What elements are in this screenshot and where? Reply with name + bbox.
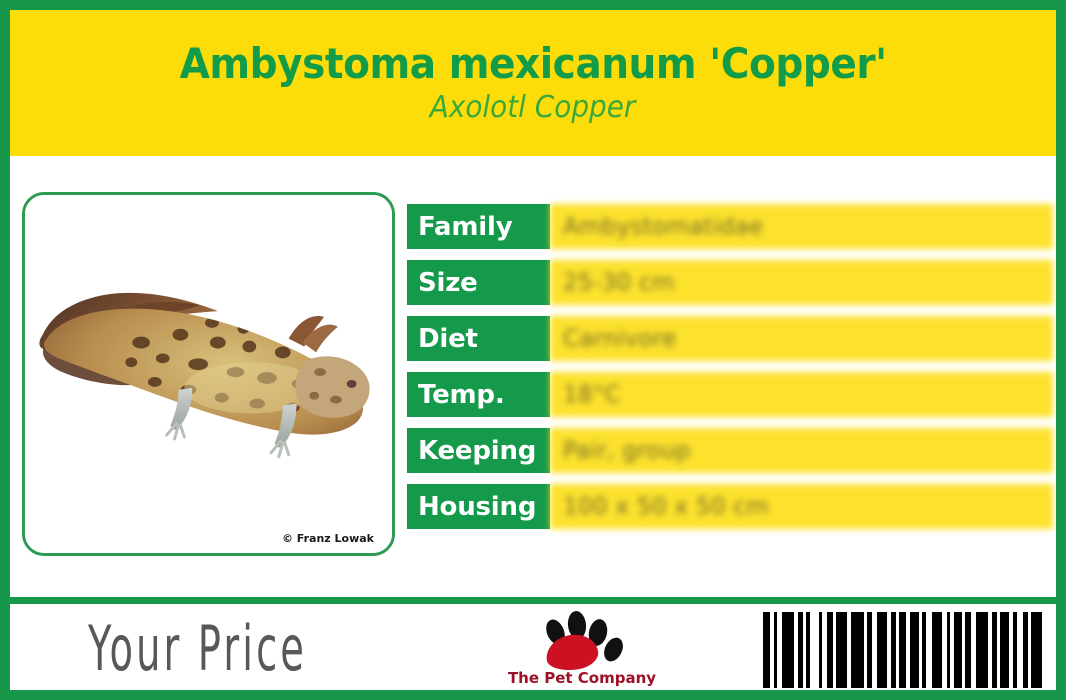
spec-key-diet: Diet: [407, 316, 550, 361]
barcode-bar: [891, 612, 897, 688]
price-label: Your Price: [88, 612, 308, 685]
barcode-bar: [925, 612, 932, 688]
barcode-bar: [996, 612, 1000, 688]
barcode-bar: [1028, 612, 1032, 688]
barcode-bar: [950, 612, 955, 688]
barcode-bar: [896, 612, 900, 688]
barcode-bar: [1017, 612, 1024, 688]
barcode-bar: [899, 612, 906, 688]
table-row: Housing 100 x 50 x 50 cm: [407, 484, 1053, 529]
barcode-bar: [803, 612, 807, 688]
barcode-bar: [872, 612, 878, 688]
table-row: Temp. 18°C: [407, 372, 1053, 417]
barcode-bar: [1009, 612, 1014, 688]
label-footer: Your Price The Pet Company: [10, 604, 1056, 690]
barcode-bar: [866, 612, 873, 688]
barcode-bar: [954, 612, 963, 688]
barcode-bar: [763, 612, 770, 688]
spec-value-diet: Carnivore: [550, 316, 1053, 361]
spec-key-size: Size: [407, 260, 550, 305]
barcode-bar: [810, 612, 820, 688]
spec-value-temp: 18°C: [550, 372, 1053, 417]
table-row: Diet Carnivore: [407, 316, 1053, 361]
barcode-bar: [991, 612, 997, 688]
barcode-bar: [822, 612, 828, 688]
spec-value-keeping: Pair, group: [550, 428, 1053, 473]
barcode-bar: [909, 612, 919, 688]
page-title: Ambystoma mexicanum 'Copper': [179, 39, 887, 89]
paw-print-icon: [535, 607, 629, 674]
barcode-bar: [1023, 612, 1029, 688]
specification-table: Family Ambystomatidae Size 25-30 cm Diet…: [407, 204, 1053, 529]
spec-key-housing: Housing: [407, 484, 550, 529]
barcode-bar: [921, 612, 926, 688]
barcode-bar: [846, 612, 851, 688]
barcode-bar: [947, 612, 951, 688]
label-header: Ambystoma mexicanum 'Copper' Axolotl Cop…: [10, 10, 1056, 156]
spec-key-family: Family: [407, 204, 550, 249]
barcode-bar: [819, 612, 823, 688]
barcode-bar: [962, 612, 966, 688]
axolotl-photo: [25, 195, 392, 553]
spec-value-family: Ambystomatidae: [550, 204, 1053, 249]
barcode-bar: [987, 612, 992, 688]
barcode-bar: [793, 612, 798, 688]
company-logo: The Pet Company: [507, 607, 657, 690]
barcode-bar: [781, 612, 794, 688]
table-row: Keeping Pair, group: [407, 428, 1053, 473]
barcode-bar: [806, 612, 811, 688]
barcode-bar: [1042, 612, 1046, 688]
barcode-bar: [877, 612, 888, 688]
barcode-bar: [975, 612, 988, 688]
spec-key-temp: Temp.: [407, 372, 550, 417]
common-name-subtitle: Axolotl Copper: [430, 90, 636, 126]
barcode-bar: [971, 612, 976, 688]
barcode-bar: [887, 612, 892, 688]
barcode-bar: [833, 612, 836, 688]
barcode-bar: [827, 612, 833, 688]
barcode-bar: [931, 612, 943, 688]
table-row: Size 25-30 cm: [407, 260, 1053, 305]
barcode-bar: [863, 612, 867, 688]
barcode-bar: [918, 612, 922, 688]
brand-name: The Pet Company: [507, 669, 657, 687]
spec-key-keeping: Keeping: [407, 428, 550, 473]
barcode-bar: [776, 612, 782, 688]
barcode-bar: [999, 612, 1010, 688]
photo-credit: © Franz Lowak: [281, 532, 374, 545]
barcode-bar: [773, 612, 777, 688]
barcode: [763, 612, 1046, 688]
animal-photo-frame: © Franz Lowak: [22, 192, 395, 556]
barcode-bar: [835, 612, 847, 688]
barcode-bar: [1031, 612, 1042, 688]
spec-value-housing: 100 x 50 x 50 cm: [550, 484, 1053, 529]
barcode-bar: [797, 612, 804, 688]
table-row: Family Ambystomatidae: [407, 204, 1053, 249]
barcode-bar: [965, 612, 972, 688]
barcode-bar: [850, 612, 864, 688]
barcode-bar: [769, 612, 774, 688]
spec-value-size: 25-30 cm: [550, 260, 1053, 305]
barcode-bar: [942, 612, 948, 688]
barcode-bar: [1013, 612, 1018, 688]
footer-divider: [10, 597, 1056, 604]
barcode-bar: [905, 612, 910, 688]
label-body: © Franz Lowak Family Ambystomatidae Size…: [10, 156, 1056, 597]
